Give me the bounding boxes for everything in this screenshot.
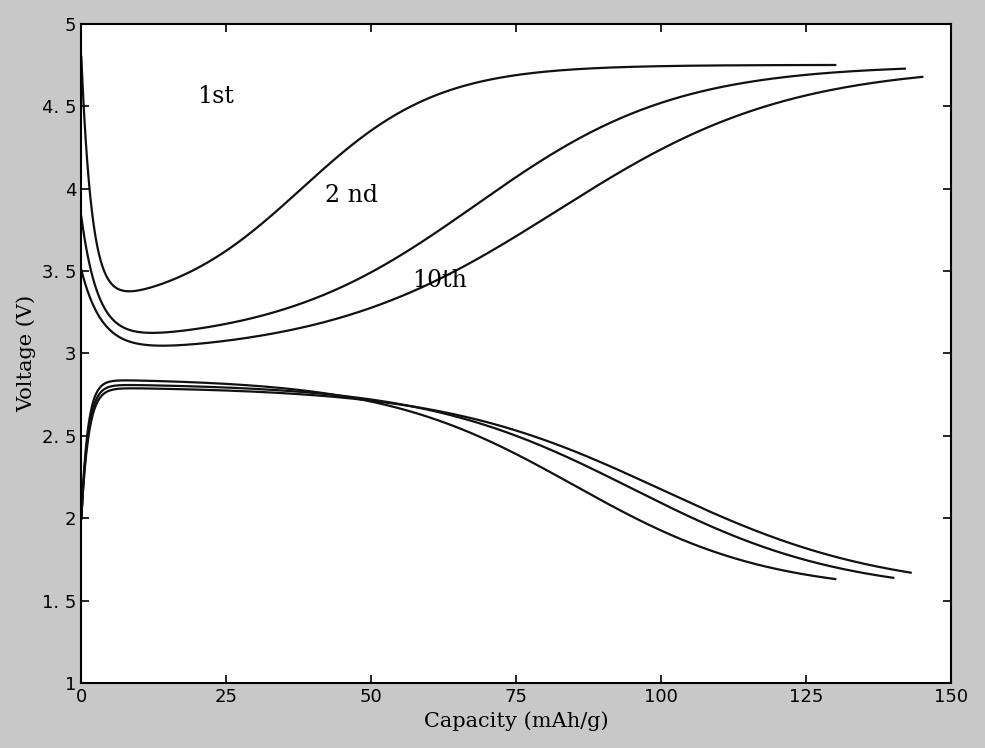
Text: 10th: 10th <box>412 269 467 292</box>
Text: 1st: 1st <box>197 85 234 108</box>
Y-axis label: Voltage (V): Voltage (V) <box>17 295 36 412</box>
X-axis label: Capacity (mAh/g): Capacity (mAh/g) <box>424 711 609 732</box>
Text: 2 nd: 2 nd <box>325 184 378 206</box>
